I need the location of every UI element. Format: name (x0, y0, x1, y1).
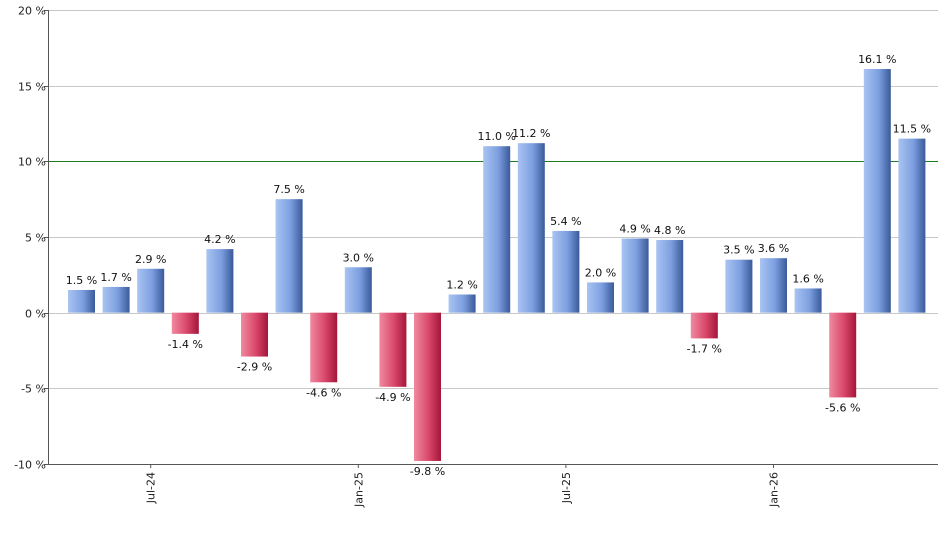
x-tick-label: Jan-26 (768, 472, 781, 508)
data-label: 11.2 % (512, 127, 550, 140)
data-label: -1.7 % (687, 342, 722, 355)
data-label: 4.8 % (654, 224, 685, 237)
data-label: 1.6 % (792, 272, 823, 285)
data-label: 1.7 % (100, 271, 131, 284)
bar (483, 146, 511, 313)
y-tick-label: 20 % (18, 5, 46, 18)
y-tick-label: -5 % (21, 383, 46, 396)
bar (863, 69, 891, 313)
data-label: 4.2 % (204, 233, 235, 246)
data-label: 7.5 % (273, 183, 304, 196)
bar (690, 312, 718, 339)
data-label: 2.9 % (135, 253, 166, 266)
data-label: -5.6 % (825, 401, 860, 414)
bar (517, 143, 545, 313)
x-tick-label: Jul-25 (560, 472, 573, 504)
bar (344, 267, 372, 313)
y-tick-label: 5 % (25, 232, 46, 245)
bar (829, 312, 857, 398)
bar (587, 282, 614, 313)
data-label: 11.5 % (893, 123, 931, 136)
data-label: 3.0 % (343, 251, 374, 264)
data-label: 4.9 % (619, 223, 650, 236)
bar (206, 249, 234, 313)
x-tick-label: Jul-24 (145, 472, 158, 504)
bar (310, 312, 338, 383)
bar (760, 258, 787, 313)
bar (171, 312, 199, 334)
data-label: 2.0 % (585, 266, 616, 279)
bar (552, 230, 580, 313)
data-label: -9.8 % (410, 465, 445, 478)
bar (656, 240, 684, 313)
data-label: 5.4 % (550, 215, 581, 228)
data-label: 1.2 % (446, 279, 477, 292)
data-label: -2.9 % (237, 361, 272, 374)
bar (102, 286, 130, 313)
y-tick-label: 0 % (25, 308, 46, 321)
bar (275, 199, 303, 313)
bar (68, 289, 95, 313)
axis-layer: -10 % -5 % 0 % 5 % 10 % 15 % 20 % Jul-24 Jan-25 J… (14, 5, 938, 508)
bar (241, 312, 268, 357)
bar (898, 138, 926, 313)
y-tick-label: -10 % (14, 459, 46, 472)
bar (448, 294, 476, 313)
data-label: 3.5 % (723, 244, 754, 257)
bar (379, 312, 407, 387)
bar (414, 312, 441, 461)
bar (794, 288, 822, 313)
bar (137, 268, 165, 313)
bars-layer (68, 69, 926, 461)
data-label: -4.6 % (306, 386, 341, 399)
data-label: 3.6 % (758, 242, 789, 255)
y-tick-label: 15 % (18, 81, 46, 94)
bar (621, 238, 649, 313)
labels-layer: 1.5 % 1.7 % 2.9 % -1.4 % 4.2 % -2.9 % 7.5 % -4.… (66, 53, 931, 478)
data-label: -4.9 % (375, 391, 410, 404)
x-tick-label: Jan-25 (352, 472, 365, 508)
bar (725, 259, 753, 313)
data-label: 1.5 % (66, 274, 97, 287)
data-label: -1.4 % (168, 338, 203, 351)
y-tick-label: 10 % (18, 156, 46, 169)
data-label: 16.1 % (858, 53, 896, 66)
data-label: 11.0 % (477, 130, 515, 143)
